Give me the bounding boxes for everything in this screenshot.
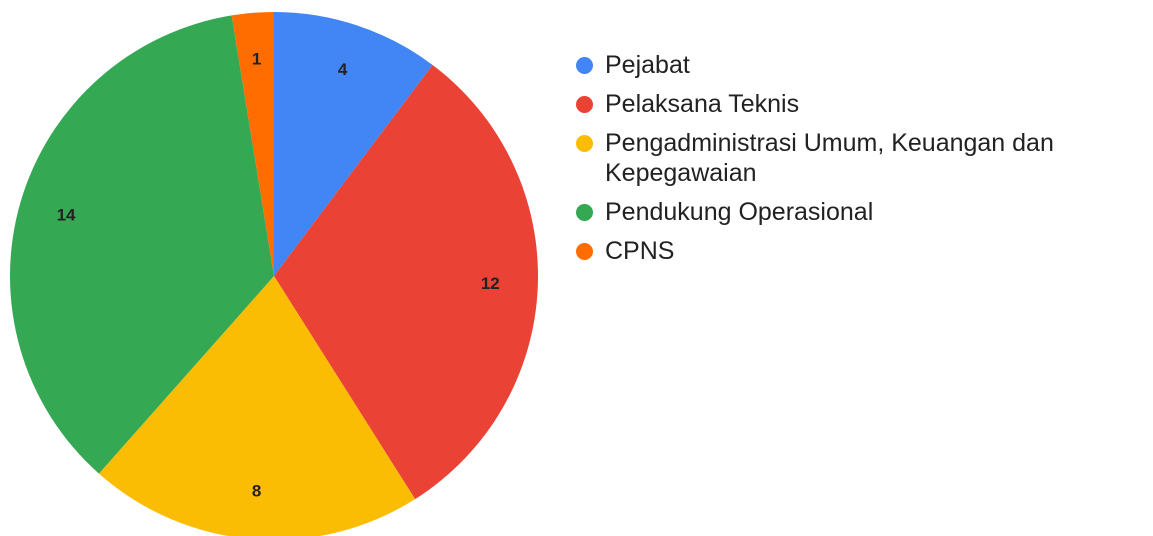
legend-label: CPNS bbox=[605, 237, 675, 265]
pie-slice bbox=[274, 64, 538, 500]
legend-item: Pejabat bbox=[574, 50, 1149, 80]
legend-label: Pelaksana Teknis bbox=[605, 90, 800, 118]
legend: Pejabat Pelaksana Teknis Pengadministrasi … bbox=[574, 50, 1149, 275]
legend-marker bbox=[576, 243, 593, 260]
legend-marker bbox=[576, 135, 593, 152]
legend-label: Pengadministrasi Umum, Keuangan dan Kepe… bbox=[605, 129, 1054, 187]
slice-label: 1 bbox=[252, 50, 261, 69]
legend-marker bbox=[576, 96, 593, 113]
legend-item: Pelaksana Teknis bbox=[574, 89, 1149, 119]
pie-slice bbox=[9, 15, 274, 474]
legend-marker bbox=[576, 204, 593, 221]
pie-slice bbox=[231, 12, 274, 276]
slice-label: 12 bbox=[481, 274, 500, 293]
chart: 4 12 8 14 1 bbox=[9, 12, 538, 536]
legend-label: Pejabat bbox=[605, 51, 690, 79]
legend-item: CPNS bbox=[574, 236, 1149, 266]
pie-slice bbox=[274, 12, 433, 276]
slice-label: 4 bbox=[338, 60, 348, 79]
slice-label: 14 bbox=[57, 205, 76, 224]
legend-label: Pendukung Operasional bbox=[605, 198, 874, 226]
pie-slice bbox=[98, 276, 416, 536]
legend-item: Pendukung Operasional bbox=[574, 197, 1149, 227]
legend-item: Pengadministrasi Umum, Keuangan dan Kepe… bbox=[574, 128, 1149, 188]
slice-label: 8 bbox=[252, 481, 261, 500]
legend-marker bbox=[576, 57, 593, 74]
